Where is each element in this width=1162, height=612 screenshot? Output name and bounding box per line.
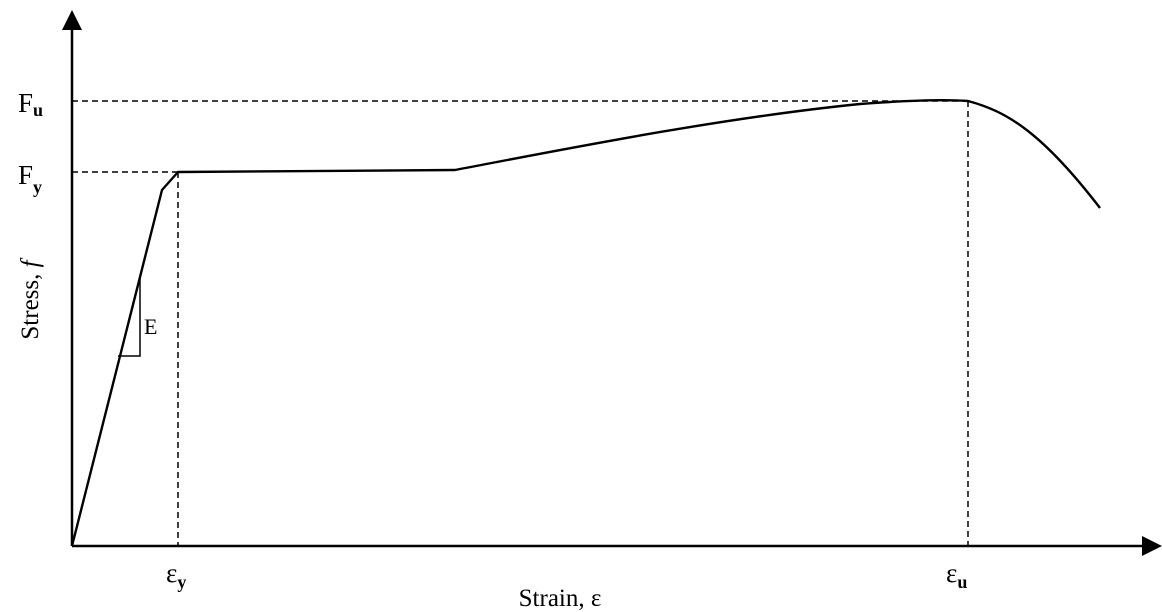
x-axis-arrowhead [1142,536,1162,556]
fu-label: Fu [18,88,43,120]
x-axis-label: Strain, ε [519,585,602,612]
eu-label-sub: u [957,572,967,592]
y-axis-label: Stress, f [17,257,44,339]
ey-label-main: ε [166,558,177,588]
ey-label-sub: y [177,572,186,592]
y-axis-label-main: Stress, [17,267,44,339]
fy-label-sub: y [33,177,42,197]
slope-triangle [118,278,141,357]
eu-label-main: ε [946,558,957,588]
fu-label-sub: u [33,100,43,120]
fy-label: Fy [18,160,42,197]
stress-strain-curve [70,98,1101,547]
slope-label: E [144,314,157,339]
reference-lines [72,100,969,546]
y-axis-arrowhead [62,10,82,30]
y-axis-label-italic: f [17,257,44,267]
eu-label: εu [946,558,967,592]
fu-label-main: F [18,88,33,118]
ey-label: εy [166,558,186,592]
fy-label-main: F [18,160,33,190]
axes [62,10,1162,556]
